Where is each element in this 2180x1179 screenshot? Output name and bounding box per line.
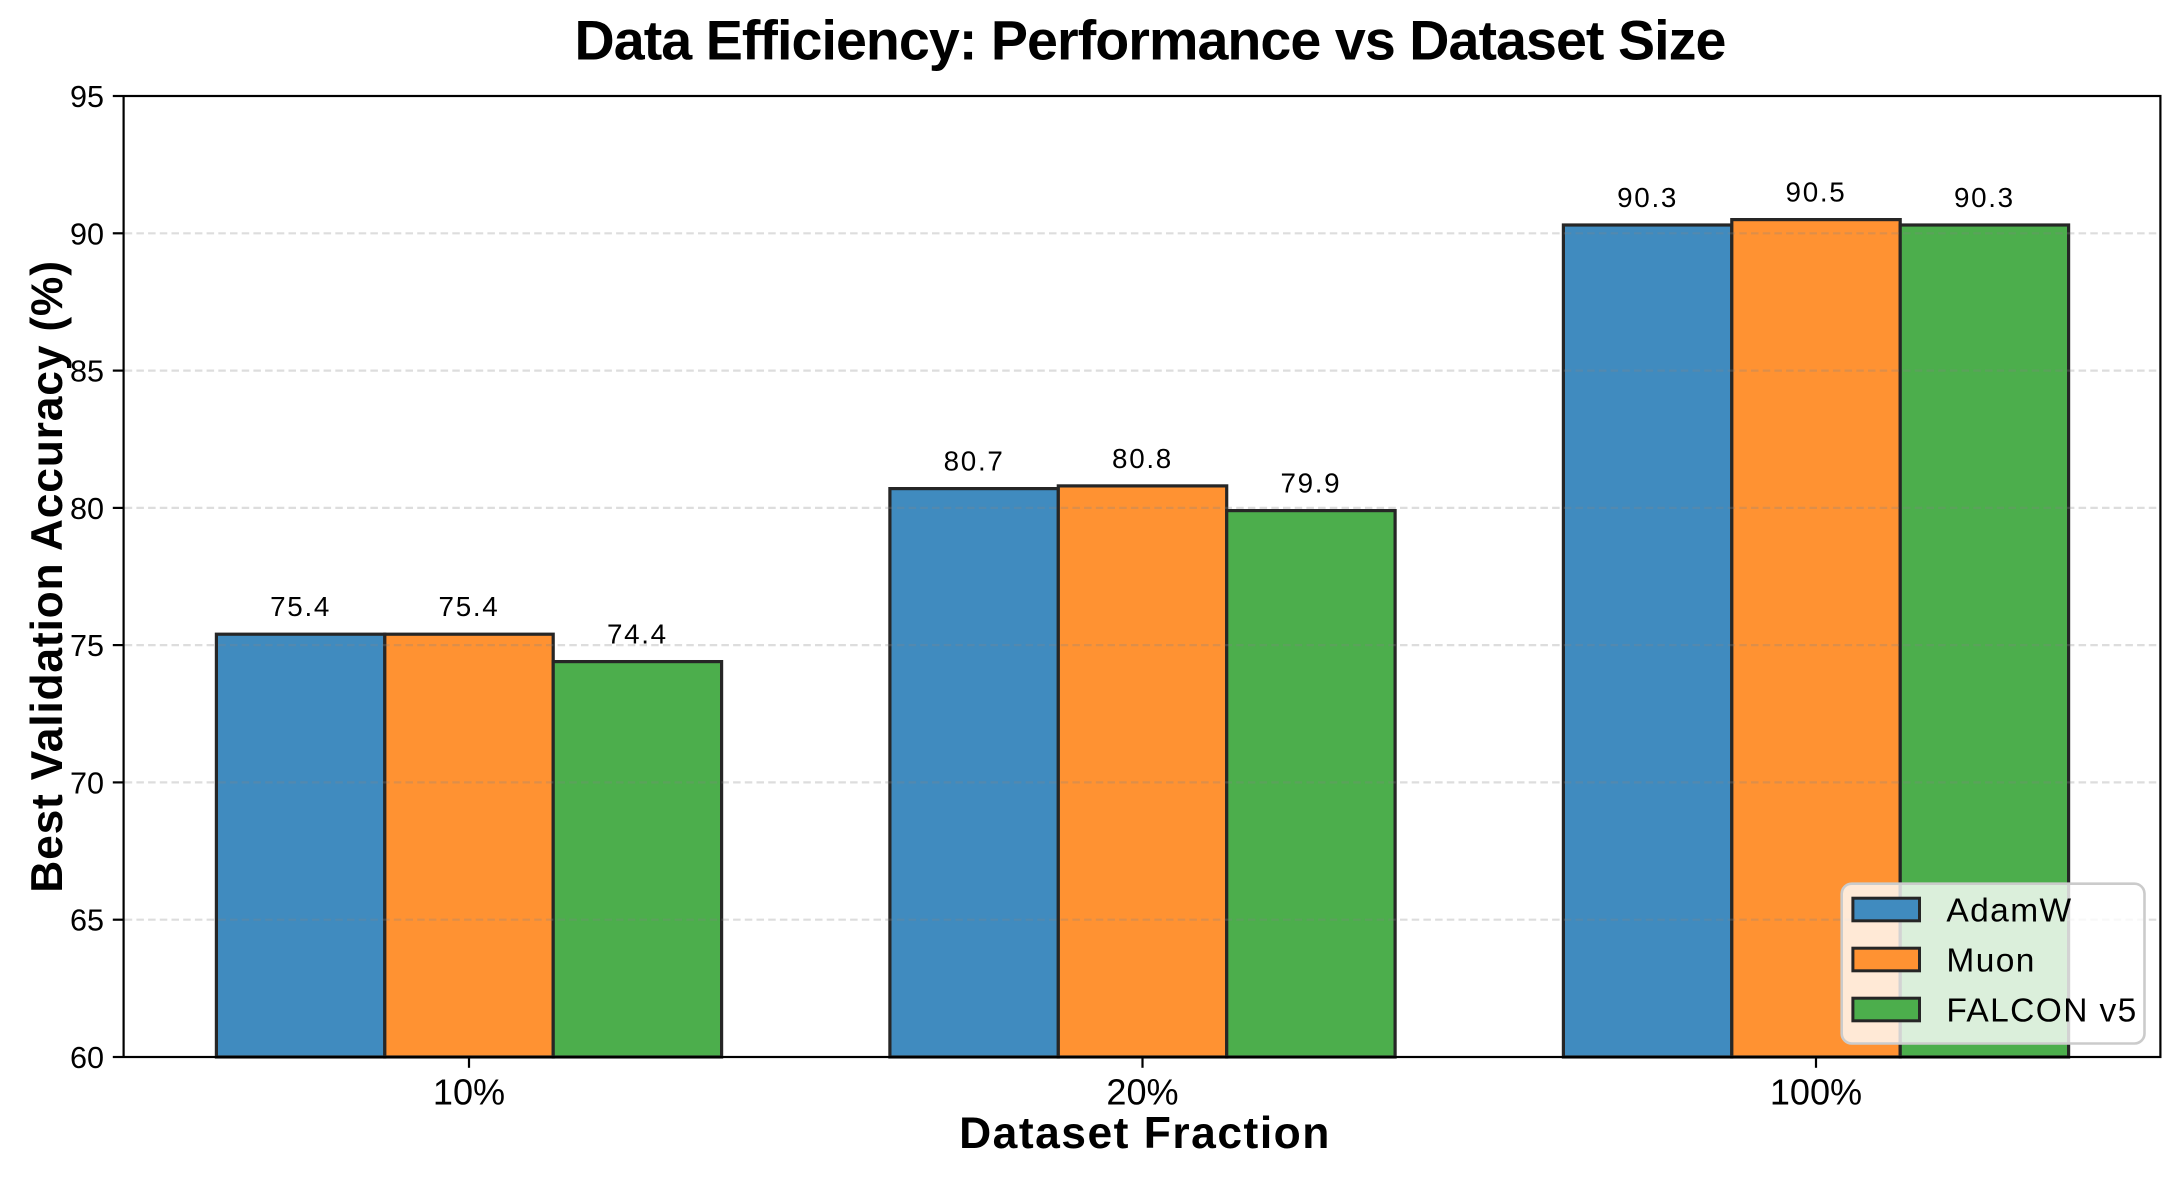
svg-text:100%: 100% bbox=[1770, 1072, 1862, 1113]
svg-text:90.3: 90.3 bbox=[1954, 182, 2015, 213]
svg-text:20%: 20% bbox=[1106, 1072, 1178, 1113]
svg-text:60: 60 bbox=[70, 1041, 104, 1075]
svg-text:Dataset Fraction: Dataset Fraction bbox=[959, 1109, 1331, 1158]
svg-text:74.4: 74.4 bbox=[607, 619, 668, 650]
svg-text:90: 90 bbox=[70, 217, 104, 251]
svg-text:95: 95 bbox=[70, 80, 104, 114]
svg-text:AdamW: AdamW bbox=[1946, 893, 2072, 930]
svg-text:70: 70 bbox=[70, 766, 104, 800]
svg-text:Data Efficiency: Performance v: Data Efficiency: Performance vs Dataset … bbox=[575, 10, 1726, 72]
svg-text:85: 85 bbox=[70, 355, 104, 389]
svg-text:Best Validation Accuracy (%): Best Validation Accuracy (%) bbox=[23, 260, 72, 893]
svg-text:75.4: 75.4 bbox=[270, 591, 331, 622]
svg-text:Muon: Muon bbox=[1946, 943, 2035, 980]
svg-text:90.3: 90.3 bbox=[1617, 182, 1678, 213]
svg-text:65: 65 bbox=[70, 904, 104, 938]
svg-text:75.4: 75.4 bbox=[439, 591, 500, 622]
svg-text:80: 80 bbox=[70, 492, 104, 526]
svg-text:10%: 10% bbox=[433, 1072, 505, 1113]
svg-text:90.5: 90.5 bbox=[1786, 177, 1847, 208]
svg-text:79.9: 79.9 bbox=[1280, 468, 1341, 499]
svg-text:80.7: 80.7 bbox=[944, 446, 1005, 477]
svg-text:FALCON v5: FALCON v5 bbox=[1946, 993, 2137, 1030]
svg-text:80.8: 80.8 bbox=[1112, 443, 1173, 474]
svg-text:75: 75 bbox=[70, 629, 104, 663]
